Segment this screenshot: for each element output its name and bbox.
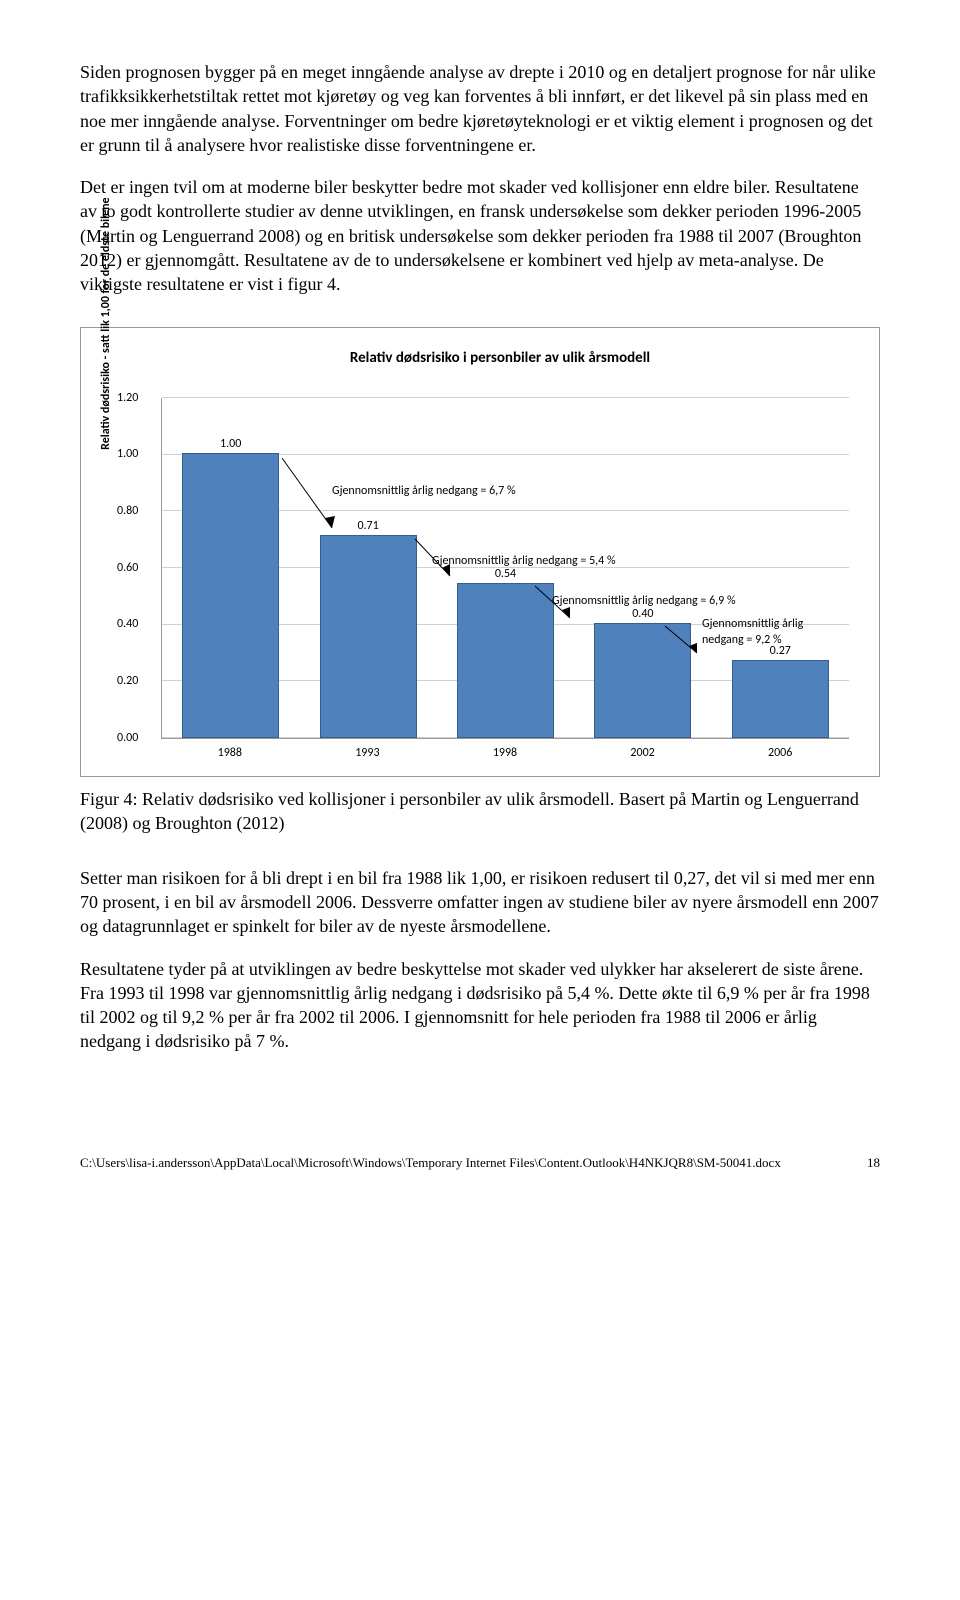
- y-tick: 0.40: [117, 617, 138, 633]
- footer: C:\Users\lisa-i.andersson\AppData\Local\…: [80, 1154, 880, 1172]
- paragraph-3: Setter man risikoen for å bli drept i en…: [80, 866, 880, 939]
- paragraph-4: Resultatene tyder på at utviklingen av b…: [80, 957, 880, 1054]
- chart-container: Relativ dødsrisiko i personbiler av ulik…: [80, 327, 880, 777]
- bar-slot: 0.27: [733, 660, 828, 738]
- figure-caption: Figur 4: Relativ dødsrisiko ved kollisjo…: [80, 787, 880, 836]
- paragraph-2: Det er ingen tvil om at moderne biler be…: [80, 175, 880, 296]
- paragraph-1: Siden prognosen bygger på en meget inngå…: [80, 60, 880, 157]
- footer-path: C:\Users\lisa-i.andersson\AppData\Local\…: [80, 1154, 781, 1172]
- y-tick: 0.00: [117, 730, 138, 746]
- bar-2006: 0.27: [732, 660, 829, 738]
- y-tick: 1.00: [117, 447, 138, 463]
- arrow-4: [662, 623, 707, 663]
- y-tick: 0.20: [117, 673, 138, 689]
- x-label: 1993: [320, 745, 415, 761]
- bar-value: 1.00: [183, 436, 278, 452]
- y-axis-label: Relativ dødsrisiko - satt lik 1,00 for d…: [98, 197, 114, 449]
- x-label: 2006: [733, 745, 828, 761]
- arrow-3: [532, 583, 582, 628]
- arrow-1: [277, 453, 347, 538]
- bar-slot: 0.71: [321, 535, 416, 738]
- arrow-2: [412, 536, 462, 586]
- plot-area: 0.00 0.20 0.40 0.60 0.80 1.00 1.20 1.00: [161, 398, 849, 739]
- page-number: 18: [867, 1154, 880, 1172]
- y-tick: 0.60: [117, 560, 138, 576]
- y-tick: 0.80: [117, 503, 138, 519]
- y-tick: 1.20: [117, 390, 138, 406]
- bar-slot: 1.00: [183, 453, 278, 738]
- bar-1988: 1.00: [182, 453, 279, 738]
- x-axis-labels: 1988 1993 1998 2002 2006: [161, 745, 849, 761]
- x-label: 2002: [595, 745, 690, 761]
- chart-title: Relativ dødsrisiko i personbiler av ulik…: [151, 348, 849, 368]
- bar-1993: 0.71: [320, 535, 417, 738]
- x-label: 1998: [457, 745, 552, 761]
- annotation-4: Gjennomsnittlig årlig nedgang = 9,2 %: [702, 616, 842, 648]
- x-label: 1988: [182, 745, 277, 761]
- annotation-1: Gjennomsnittlig årlig nedgang = 6,7 %: [332, 483, 516, 499]
